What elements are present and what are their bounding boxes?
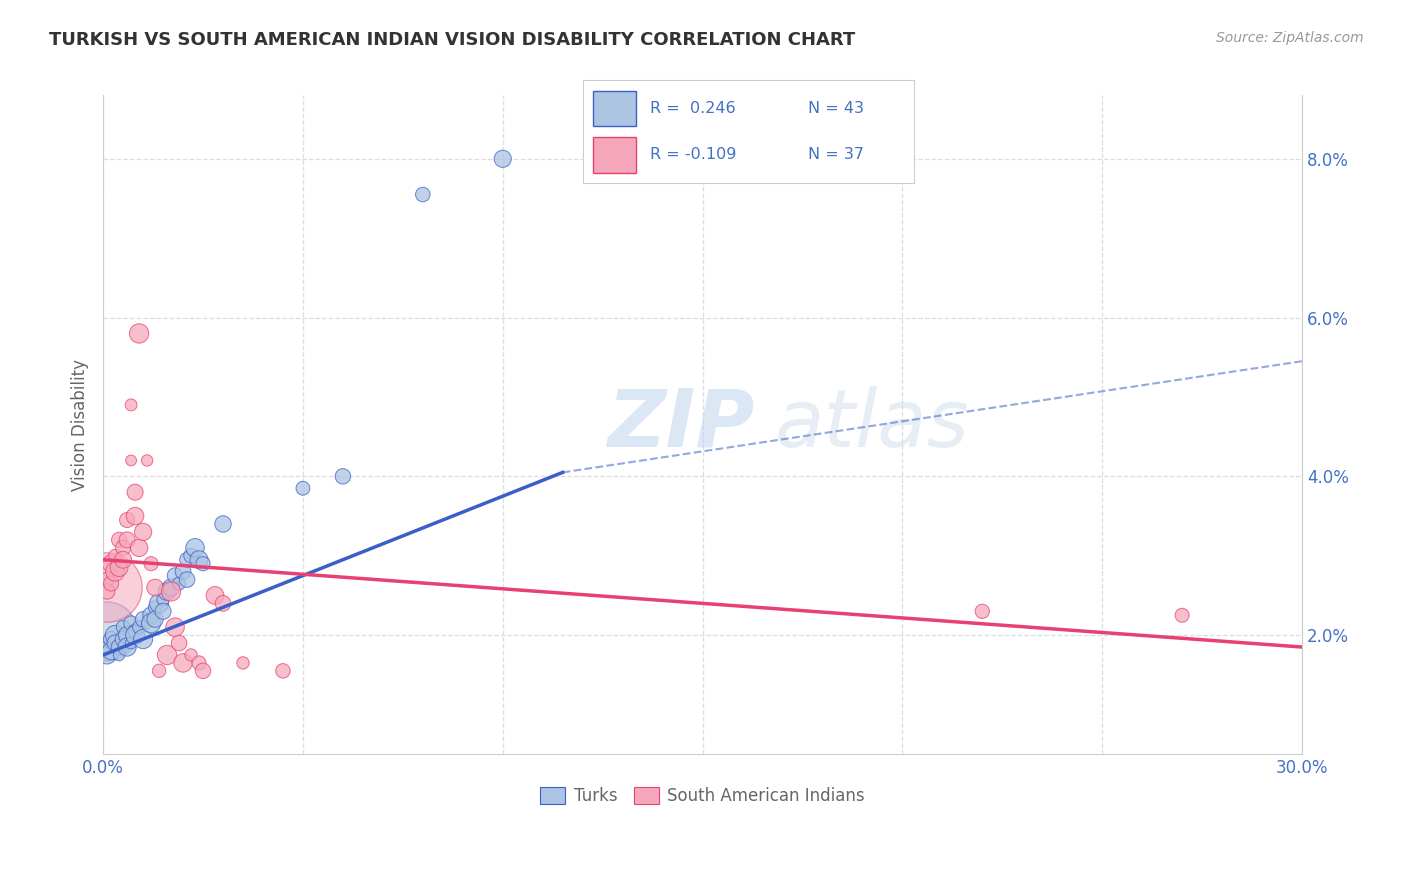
Point [492,152,515,166]
Point [152,592,174,607]
Point [128,541,150,555]
Point [167,576,190,591]
Point [96,573,118,587]
Point [271,664,294,678]
Point [148,664,170,678]
Point [212,516,235,531]
Point [152,604,174,618]
Point [139,557,162,571]
Point [160,581,183,595]
Point [124,509,146,524]
Point [232,656,254,670]
Point [156,584,179,599]
Point [143,581,166,595]
Point [120,398,142,412]
Point [108,648,131,662]
Point [191,664,214,678]
Point [172,565,194,579]
Point [108,640,131,654]
Point [180,648,202,662]
Y-axis label: Vision Disability: Vision Disability [72,359,89,491]
Point [165,620,187,634]
Point [96,648,118,662]
Point [167,636,190,650]
Point [191,557,214,571]
Point [100,557,122,571]
Point [112,552,135,566]
Point [112,541,135,555]
Point [132,612,155,626]
Point [136,616,159,631]
Point [96,584,118,599]
Point [156,648,179,662]
Point [184,541,207,555]
Point [115,533,138,547]
Text: TURKISH VS SOUTH AMERICAN INDIAN VISION DISABILITY CORRELATION CHART: TURKISH VS SOUTH AMERICAN INDIAN VISION … [49,31,855,49]
Point [139,608,162,623]
Text: atlas: atlas [775,385,969,464]
Text: ZIP: ZIP [606,385,754,464]
Point [124,628,146,642]
Point [124,485,146,500]
Point [160,584,183,599]
Text: R =  0.246: R = 0.246 [650,101,735,116]
Point [108,533,131,547]
Point [120,636,142,650]
Point [188,656,211,670]
Legend: Turks, South American Indians: Turks, South American Indians [534,780,872,812]
Point [165,568,187,582]
Point [143,600,166,615]
Point [188,552,211,566]
Point [96,624,118,639]
Point [120,453,142,467]
Text: N = 37: N = 37 [808,147,865,162]
FancyBboxPatch shape [593,136,637,173]
Point [132,524,155,539]
Point [172,656,194,670]
Point [104,636,127,650]
Point [332,469,354,483]
Point [120,616,142,631]
Point [100,644,122,658]
Point [96,581,118,595]
Point [104,628,127,642]
Point [100,632,122,646]
Point [115,640,138,654]
Point [1171,608,1194,623]
Point [108,560,131,574]
Point [212,596,235,610]
Point [100,576,122,591]
Text: Source: ZipAtlas.com: Source: ZipAtlas.com [1216,31,1364,45]
Point [128,620,150,634]
Point [112,632,135,646]
Point [204,589,226,603]
Point [972,604,994,618]
Point [136,453,159,467]
Point [176,573,198,587]
Point [115,513,138,527]
Point [180,549,202,563]
FancyBboxPatch shape [593,91,637,127]
Point [96,640,118,654]
Point [124,624,146,639]
Point [132,632,155,646]
Point [148,596,170,610]
Point [291,481,314,495]
Point [176,552,198,566]
Text: R = -0.109: R = -0.109 [650,147,735,162]
Point [104,565,127,579]
Point [128,326,150,341]
Point [115,628,138,642]
Point [104,549,127,563]
Point [112,620,135,634]
Point [143,612,166,626]
Text: N = 43: N = 43 [808,101,865,116]
Point [139,616,162,631]
Point [412,187,434,202]
